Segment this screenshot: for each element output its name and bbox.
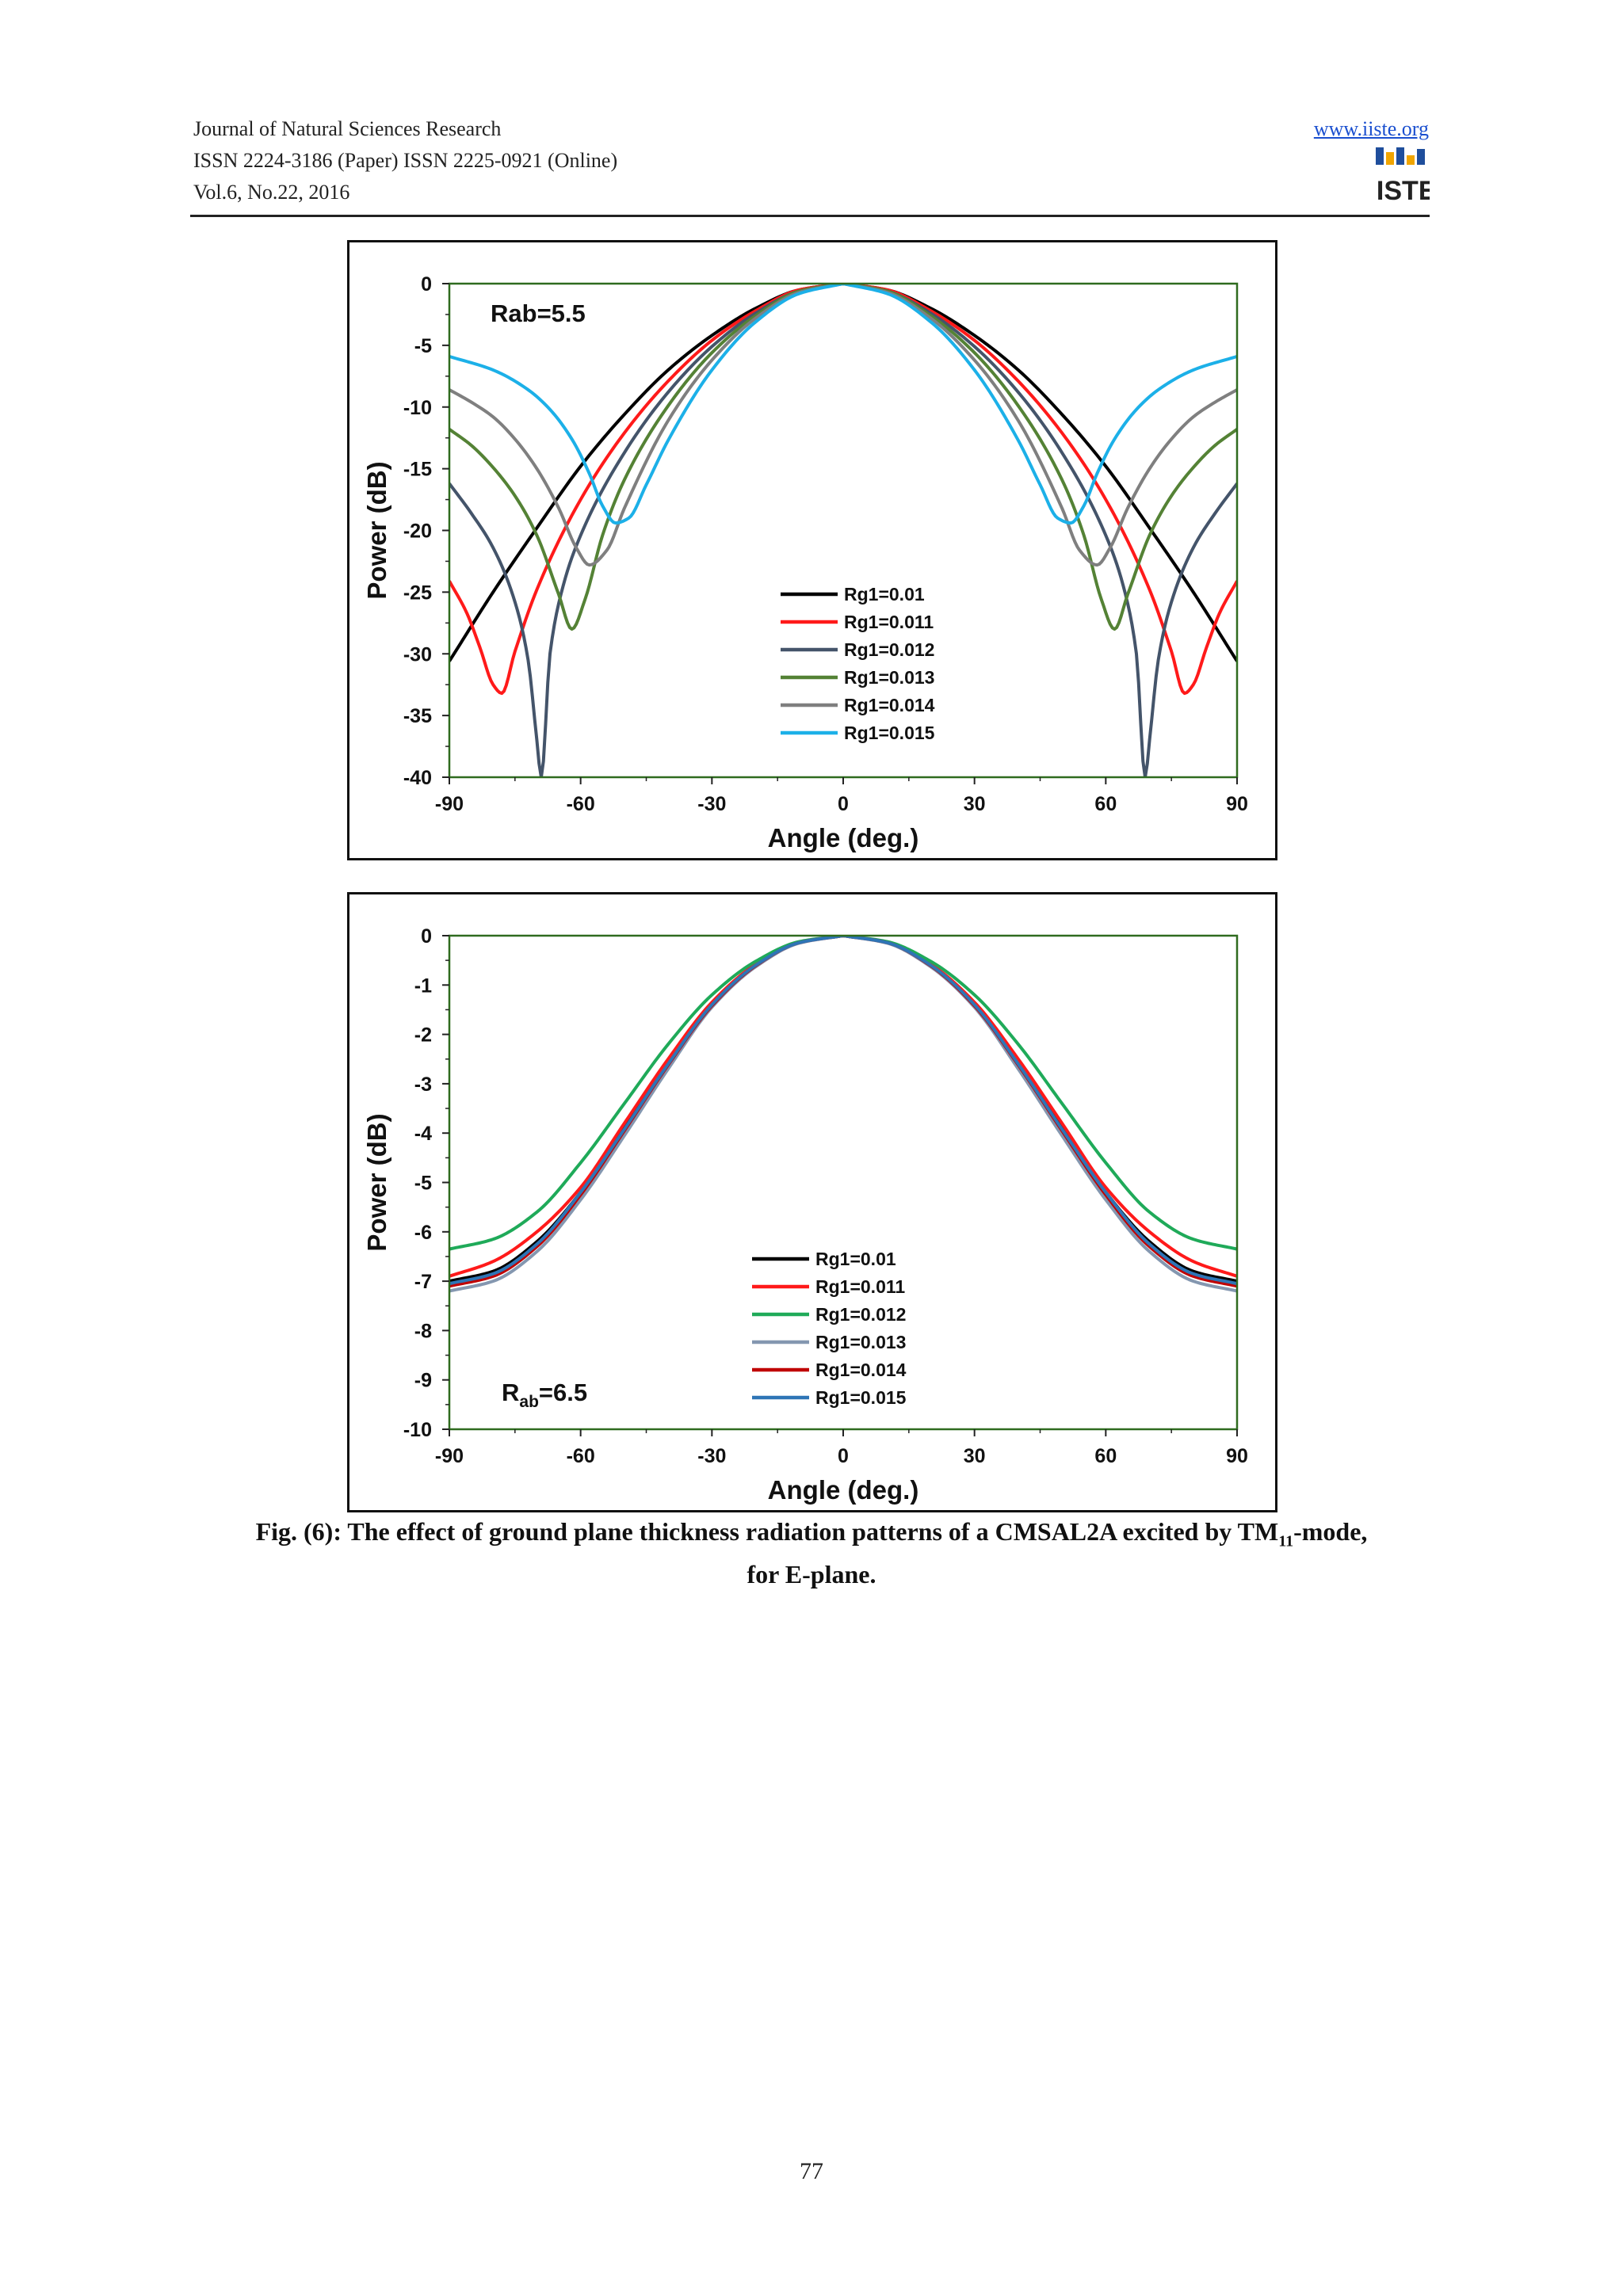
chart-panel-rab-5-5: -90 -60 -30 0 30 60 90 0 -5 -10 -15 -20 -25 -30 -35 -40… (347, 240, 1277, 860)
y-tick-label: -20 (403, 521, 432, 543)
journal-website-link[interactable]: www.iiste.org (1313, 117, 1429, 140)
series-line-6 (449, 936, 1237, 1286)
x-tick-label: -60 (567, 1445, 595, 1467)
journal-name: Journal of Natural Sciences Research (193, 117, 502, 140)
series-line-4 (449, 284, 1237, 631)
y-tick-label: 0 (421, 925, 432, 948)
legend-entry: Rg1=0.01 (844, 584, 925, 605)
legend-entry: Rg1=0.015 (844, 723, 935, 743)
y-tick-label: 0 (421, 273, 432, 296)
y-tick-label: -35 (403, 705, 432, 727)
x-tick-label: -30 (697, 1445, 726, 1467)
y-tick-label: -30 (403, 643, 432, 666)
y-axis-label: Power (dB) (362, 461, 391, 599)
plot-frame (448, 934, 1239, 1431)
y-tick-label: -1 (414, 974, 432, 997)
annotation-main: R (502, 1379, 519, 1406)
caption-text-2: -mode, (1293, 1517, 1368, 1546)
page-number: 77 (800, 2158, 823, 2184)
series-line-6 (449, 284, 1237, 525)
series-line-5 (449, 936, 1237, 1288)
legend-entry: Rg1=0.012 (844, 639, 934, 660)
y-tick-label: -15 (403, 459, 432, 481)
page-header: Journal of Natural Sciences Research ISS… (0, 0, 1623, 238)
y-tick-label: -6 (414, 1222, 432, 1244)
series-line-5 (449, 284, 1237, 567)
chart-rab-6-5: -90 -60 -30 0 30 60 90 0 -1 -2 -3 -4 -5 -6 -7 -8 -9 -10 An… (362, 925, 1248, 1505)
y-tick-label: -25 (403, 582, 432, 604)
x-axis-label: Angle (deg.) (768, 823, 919, 852)
y-tick-label: -7 (414, 1271, 432, 1293)
series-line-3 (449, 936, 1237, 1251)
x-tick-label: 90 (1226, 793, 1248, 815)
legend-entry: Rg1=0.011 (815, 1276, 905, 1297)
figure-caption: Fig. (6): The effect of ground plane thi… (158, 1515, 1465, 1591)
y-tick-label: -2 (414, 1024, 432, 1047)
x-tick-label: -60 (567, 793, 595, 815)
y-tick-label: -3 (414, 1074, 432, 1096)
legend-entry: Rg1=0.013 (844, 667, 934, 688)
x-tick-label: 90 (1226, 1445, 1248, 1467)
series-line-1 (449, 284, 1237, 662)
y-tick-label: -8 (414, 1320, 432, 1342)
caption-subscript: 11 (1278, 1532, 1294, 1550)
x-tick-label: -30 (697, 793, 726, 815)
x-tick-label: 30 (964, 1445, 986, 1467)
annotation-rab: Rab=5.5 (491, 299, 586, 327)
legend-entry: Rg1=0.014 (844, 695, 935, 715)
x-axis-label: Angle (deg.) (768, 1475, 919, 1505)
series-line-2 (449, 936, 1237, 1278)
annotation-tail: =6.5 (539, 1379, 587, 1406)
issn-line: ISSN 2224-3186 (Paper) ISSN 2225-0921 (O… (193, 149, 618, 172)
y-tick-label: -4 (414, 1123, 432, 1145)
legend-entry: Rg1=0.011 (844, 612, 934, 632)
x-tick-label: 60 (1094, 793, 1117, 815)
plot-area (449, 284, 1237, 777)
y-tick-label: -10 (403, 1419, 432, 1441)
x-tick-label: 0 (838, 1445, 849, 1467)
chart-rab-5-5: -90 -60 -30 0 30 60 90 0 -5 -10 -15 -20 -25 -30 -35 -40… (362, 273, 1248, 852)
legend-entry: Rg1=0.013 (815, 1332, 906, 1352)
legend-entry: Rg1=0.015 (815, 1387, 907, 1408)
svg-text:IISTE: IISTE (1376, 176, 1430, 206)
y-tick-label: -40 (403, 767, 432, 789)
annotation-sub: ab (519, 1393, 539, 1411)
y-tick-label: -5 (414, 335, 432, 357)
legend-entry: Rg1=0.01 (815, 1249, 896, 1269)
x-tick-label: 0 (838, 793, 849, 815)
legend-entry: Rg1=0.014 (815, 1360, 907, 1380)
series-line-2 (449, 284, 1237, 696)
x-tick-label: 30 (964, 793, 986, 815)
y-axis-label: Power (dB) (362, 1113, 391, 1251)
x-tick-label: -90 (435, 793, 464, 815)
x-tick-label: -90 (435, 1445, 464, 1467)
iiste-logo-icon: IISTE (1376, 147, 1430, 206)
series-line-3 (449, 284, 1237, 777)
series-line-4 (449, 936, 1237, 1293)
plot-area (449, 936, 1237, 1293)
caption-text-1: Fig. (6): The effect of ground plane thi… (255, 1517, 1279, 1546)
series-line-1 (449, 936, 1237, 1283)
annotation-rab: Rab=6.5 (502, 1379, 587, 1411)
caption-line-2: for E-plane. (747, 1560, 876, 1589)
x-tick-label: 60 (1094, 1445, 1117, 1467)
chart-panel-rab-6-5: -90 -60 -30 0 30 60 90 0 -1 -2 -3 -4 -5 -6 -7 -8 -9 -10 An… (347, 892, 1277, 1512)
volume-line: Vol.6, No.22, 2016 (193, 181, 350, 204)
header-divider (190, 215, 1430, 217)
y-tick-label: -10 (403, 397, 432, 419)
y-tick-label: -9 (414, 1370, 432, 1392)
y-tick-label: -5 (414, 1173, 432, 1195)
legend-entry: Rg1=0.012 (815, 1304, 906, 1325)
